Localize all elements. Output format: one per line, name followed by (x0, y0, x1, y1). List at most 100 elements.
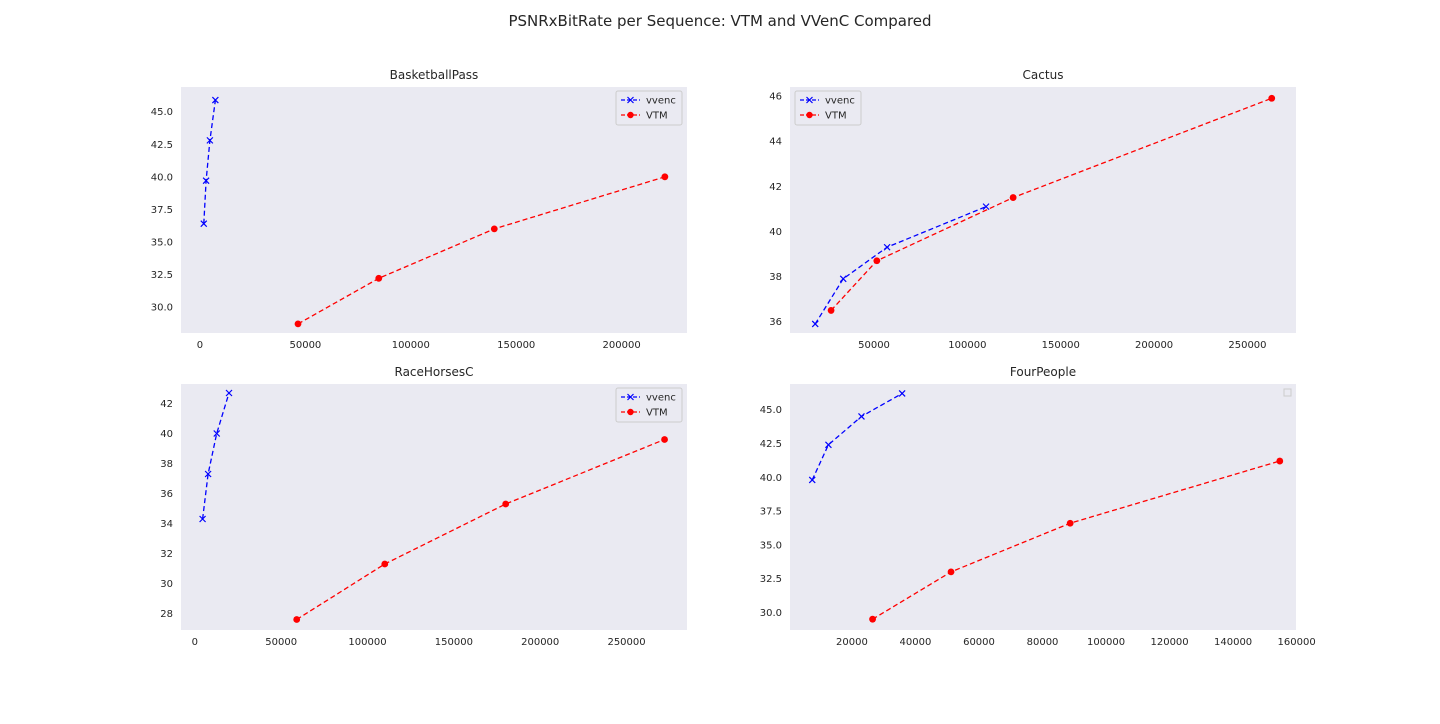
data-point-vvenc (883, 243, 891, 251)
legend (1283, 388, 1292, 397)
legend: vvenc VTM (794, 90, 862, 126)
legend-marker (627, 393, 634, 401)
legend-box (1283, 388, 1292, 397)
data-point-vtm (1276, 457, 1284, 465)
data-point-vvenc (202, 177, 210, 185)
data-point-vtm (661, 436, 668, 443)
data-point-vvenc (858, 413, 865, 420)
data-point-vvenc (204, 470, 212, 478)
y-tick-label: 46 (769, 92, 782, 103)
legend: vvenc VTM (615, 387, 683, 423)
y-tick-label: 30.0 (760, 608, 782, 619)
y-tick-label: 35.0 (151, 237, 173, 248)
y-tick-label: 40 (769, 227, 782, 238)
x-tick-label: 120000 (1150, 637, 1188, 648)
y-tick-label: 38 (160, 459, 173, 470)
legend-label: VTM (825, 111, 847, 122)
data-point-vtm (873, 257, 881, 265)
data-point-vvenc (206, 136, 214, 144)
x-tick-label: 40000 (900, 637, 932, 648)
y-tick-label: 42.5 (151, 140, 173, 151)
x-tick-label: 0 (197, 340, 203, 351)
x-tick-label: 140000 (1214, 637, 1252, 648)
y-tick-label: 34 (160, 519, 173, 530)
y-tick-label: 30 (160, 579, 173, 590)
x-tick-label: 160000 (1278, 637, 1316, 648)
data-point-vtm (490, 225, 498, 233)
data-point-vvenc (213, 430, 221, 437)
series-line-vtm (830, 97, 1272, 311)
subplot-title: Cactus (1023, 68, 1064, 82)
y-tick-label: 36 (769, 317, 782, 328)
data-point-vtm (1009, 194, 1017, 201)
subplot-racehorsesc: RaceHorsesC 0 50000 100000 150000 200000 25000… (160, 365, 687, 648)
y-tick-label: 32 (160, 549, 173, 560)
subplot-title: FourPeople (1010, 365, 1076, 379)
data-point-vvenc (199, 515, 207, 523)
data-point-vtm (293, 616, 301, 623)
subplot-title: RaceHorsesC (395, 365, 474, 379)
x-tick-label: 50000 (289, 340, 321, 351)
x-tick-label: 0 (192, 637, 198, 648)
x-tick-label: 250000 (607, 637, 645, 648)
x-tick-label: 60000 (963, 637, 995, 648)
data-point-vvenc (225, 389, 233, 397)
data-point-vtm (381, 560, 389, 568)
x-tick-label: 200000 (603, 340, 641, 351)
plot-area (181, 87, 687, 333)
subplot-cactus: Cactus 50000 100000 150000 200000 250000 36 38 4… (769, 68, 1296, 351)
legend-marker (627, 96, 634, 104)
legend-marker (806, 96, 813, 104)
series-line-vvenc (814, 205, 987, 325)
legend-label: vvenc (825, 96, 855, 107)
y-tick-label: 40 (160, 429, 173, 440)
plot-area (790, 87, 1296, 333)
data-point-vtm (375, 274, 383, 282)
subplot-basketballpass: BasketballPass 0 50000 100000 150000 200000 30… (151, 68, 687, 351)
data-point-vtm (502, 500, 510, 508)
x-tick-label: 80000 (1027, 637, 1059, 648)
x-tick-label: 150000 (1042, 340, 1080, 351)
y-tick-label: 30.0 (151, 302, 173, 313)
data-point-vvenc (200, 220, 208, 228)
y-tick-label: 45.0 (760, 405, 782, 416)
data-point-vvenc (811, 320, 819, 328)
subplot-title: BasketballPass (390, 68, 479, 82)
data-point-vtm (947, 568, 955, 576)
x-tick-label: 100000 (1087, 637, 1125, 648)
y-tick-label: 37.5 (760, 507, 782, 518)
data-point-vvenc (825, 441, 832, 449)
x-tick-label: 100000 (948, 340, 986, 351)
plot-area (181, 384, 687, 630)
y-tick-label: 44 (769, 137, 782, 148)
legend-marker (627, 111, 634, 119)
data-point-vtm (827, 307, 835, 314)
y-tick-label: 45.0 (151, 107, 173, 118)
x-tick-label: 20000 (836, 637, 868, 648)
data-point-vvenc (839, 275, 847, 283)
series-line-vvenc (811, 392, 903, 481)
x-tick-label: 50000 (265, 637, 297, 648)
data-point-vvenc (982, 203, 990, 211)
y-tick-label: 32.5 (151, 270, 173, 281)
x-tick-label: 200000 (521, 637, 559, 648)
y-tick-label: 42 (160, 399, 173, 410)
x-tick-label: 200000 (1135, 340, 1173, 351)
series-line-vvenc (201, 392, 230, 520)
x-tick-label: 150000 (435, 637, 473, 648)
y-tick-label: 38 (769, 272, 782, 283)
y-tick-label: 42 (769, 182, 782, 193)
y-tick-label: 36 (160, 489, 173, 500)
data-point-vtm (1066, 519, 1074, 527)
plot-area (790, 384, 1296, 630)
y-tick-label: 37.5 (151, 205, 173, 216)
y-tick-label: 35.0 (760, 540, 782, 551)
data-point-vvenc (898, 390, 906, 397)
y-tick-label: 28 (160, 609, 173, 620)
legend-label: VTM (646, 408, 668, 419)
series-line-vtm (872, 460, 1280, 620)
data-point-vvenc (211, 96, 219, 104)
